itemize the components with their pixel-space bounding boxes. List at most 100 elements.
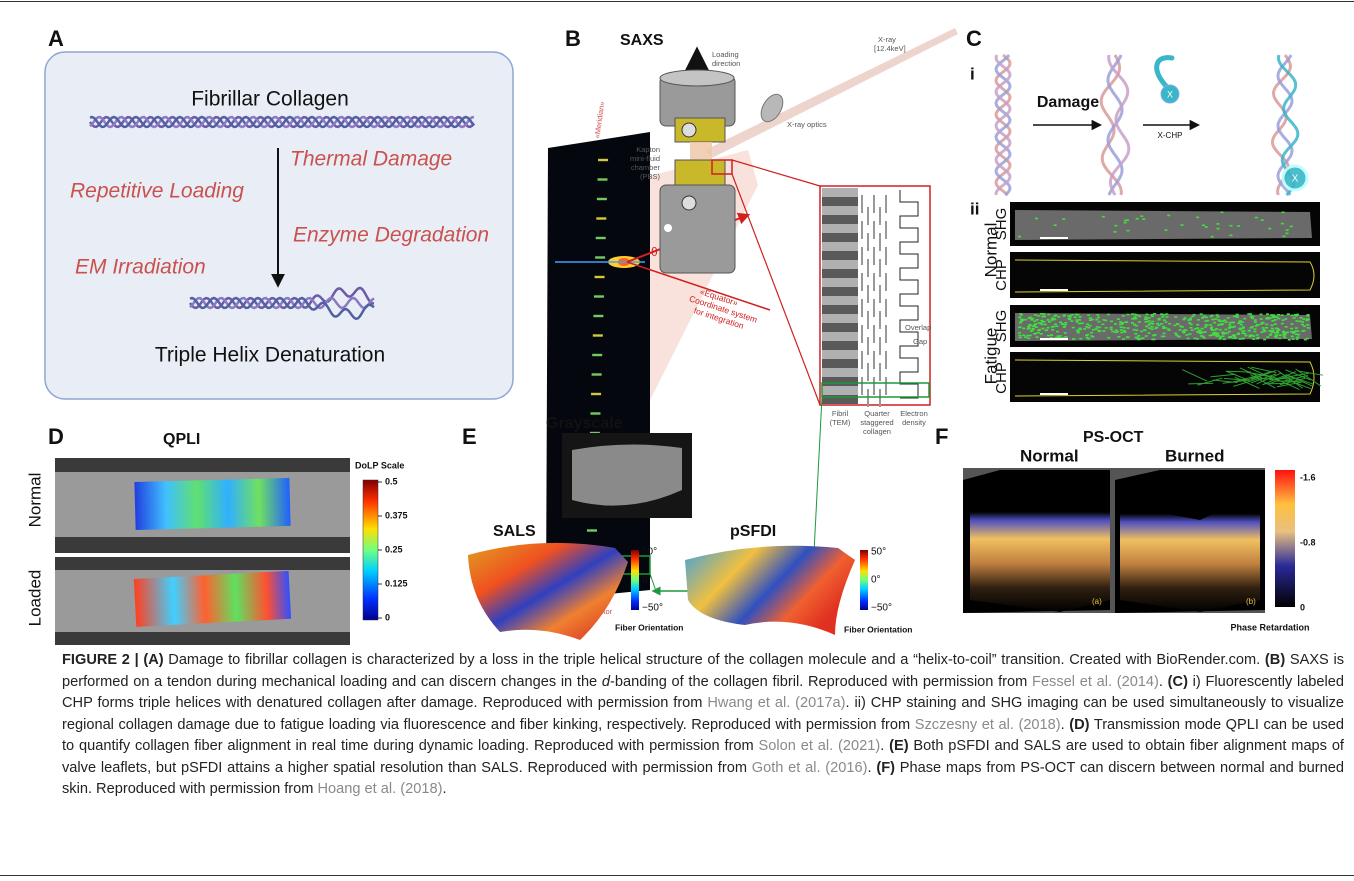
fluorescence: [1141, 337, 1144, 339]
fluorescence: [1042, 316, 1045, 318]
fluorescence: [1210, 334, 1213, 336]
fluorescence: [1163, 333, 1166, 335]
tick-label: 0°: [871, 575, 881, 586]
fluorescence: [1032, 325, 1035, 327]
fluorescence: [1018, 335, 1021, 337]
citation-link[interactable]: Hwang et al. (2017a): [707, 695, 845, 711]
fluorescence: [1283, 337, 1286, 339]
text-line: Electron: [900, 409, 928, 418]
fluorescence: [1034, 323, 1037, 325]
probe-strand: [1157, 58, 1172, 88]
fluorescence: [1288, 339, 1291, 341]
text-line: (PBS): [640, 172, 661, 181]
tem-image: [822, 188, 858, 404]
fluorescence: [1242, 330, 1245, 332]
fluorescence: [1104, 320, 1107, 322]
fluorescence: [1271, 320, 1274, 322]
fluorescence: [1059, 321, 1062, 323]
fluorescence: [1211, 319, 1214, 321]
fluorescence: [1193, 314, 1196, 316]
fluorescence: [1133, 324, 1136, 326]
row-label: SHG: [993, 310, 1010, 343]
fluorescence: [1284, 332, 1287, 334]
fluorescence: [1162, 314, 1165, 316]
fluorescence: [1184, 329, 1187, 331]
fluorescence: [1155, 327, 1158, 329]
fluorescence: [1220, 212, 1223, 214]
fluorescence: [1022, 334, 1025, 336]
fluorescence: [1047, 319, 1050, 321]
fluorescence: [1252, 335, 1255, 337]
fluorescence: [1185, 334, 1188, 336]
fluorescence: [1256, 334, 1259, 336]
fluorescence: [1091, 336, 1094, 338]
colorbar: [1275, 470, 1295, 607]
caption-bold: (C): [1168, 674, 1188, 690]
fluorescence: [1281, 323, 1284, 325]
map-title: SALS: [493, 523, 536, 540]
fluorescence: [1102, 330, 1105, 332]
caption-bold: (E): [889, 738, 908, 754]
fluorescence: [1301, 324, 1304, 326]
fluorescence: [1205, 226, 1208, 228]
fluorescence: [1201, 331, 1204, 333]
fluorescence: [1202, 224, 1205, 226]
fluorescence: [1292, 338, 1295, 340]
caption-text: .: [1061, 717, 1070, 733]
fluorescence: [1111, 331, 1114, 333]
optics-label: X-ray optics: [787, 120, 827, 129]
fluorescence: [1160, 323, 1163, 325]
fluorescence: [1081, 322, 1084, 324]
band: [822, 251, 858, 260]
fluorescence: [1120, 326, 1123, 328]
citation-link[interactable]: Goth et al. (2016): [752, 760, 868, 776]
fluorescence: [1032, 328, 1035, 330]
fluorescence: [1053, 315, 1056, 317]
citation-link[interactable]: Solon et al. (2021): [759, 738, 881, 754]
tick-label: 0°: [642, 575, 652, 586]
caption-bold: (F): [876, 760, 895, 776]
colorbar: [631, 550, 639, 610]
fluorescence: [1018, 236, 1021, 238]
fluorescence: [1247, 313, 1250, 315]
fluorescence: [1250, 327, 1253, 329]
fluorescence: [1151, 323, 1154, 325]
fluorescence: [1188, 383, 1213, 384]
fluorescence: [1148, 327, 1151, 329]
fluorescence: [1144, 318, 1147, 320]
probe-label: X: [1167, 89, 1173, 99]
fluorescence: [1156, 323, 1159, 325]
fluorescence: [1177, 324, 1180, 326]
fluorescence: [1079, 338, 1082, 340]
citation-link[interactable]: Szczesny et al. (2018): [915, 717, 1061, 733]
caption-text: -banding of the collagen fibril. Reprodu…: [610, 674, 1032, 690]
fluorescence: [1182, 319, 1185, 321]
fluorescence: [1293, 317, 1296, 319]
fluorescence: [1018, 316, 1021, 318]
fluorescence: [1134, 333, 1137, 335]
fluorescence: [1027, 326, 1030, 328]
fluorescence: [1274, 323, 1277, 325]
citation-link[interactable]: Fessel et al. (2014): [1032, 674, 1159, 690]
colorbar-ticks: 0.50.3750.250.1250: [378, 476, 408, 622]
panel-title: PS-OCT: [1083, 429, 1144, 446]
fluorescence: [1050, 334, 1053, 336]
spot: [598, 159, 608, 161]
citation-link[interactable]: Hoang et al. (2018): [318, 781, 443, 797]
caption-bold: (B): [1265, 652, 1285, 668]
fluorescence: [1204, 320, 1207, 322]
row-label: CHP: [993, 362, 1010, 394]
fluorescence: [1300, 317, 1303, 319]
fluorescence: [1174, 316, 1177, 318]
fluorescence: [1101, 324, 1104, 326]
fluorescence: [1069, 316, 1072, 318]
bottom-rule: [0, 875, 1354, 876]
fluorescence: [1086, 334, 1089, 336]
tick-label: 0.25: [385, 544, 403, 554]
caption-text: .: [880, 738, 889, 754]
fluorescence: [1231, 326, 1234, 328]
fluorescence: [1173, 325, 1176, 327]
fluorescence: [1110, 321, 1113, 323]
spot: [592, 373, 602, 375]
fluorescence: [1057, 316, 1060, 318]
